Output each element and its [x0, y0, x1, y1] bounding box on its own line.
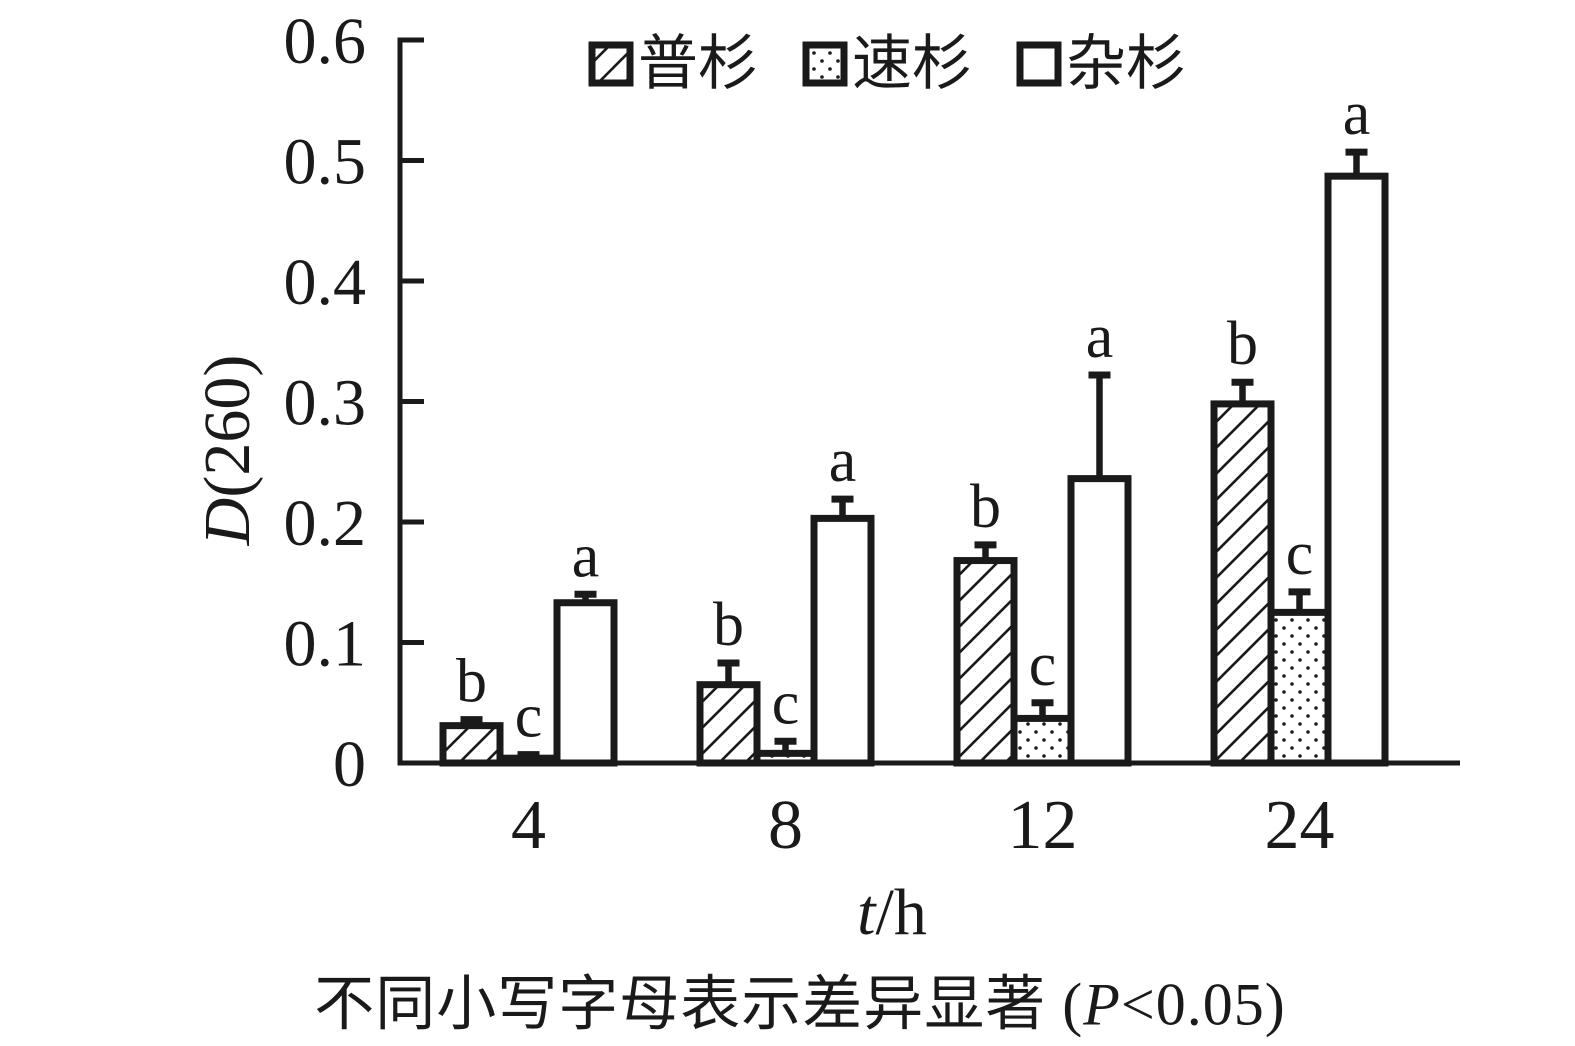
bar-普杉-24: [1210, 400, 1275, 767]
bar-速杉-12: [1010, 714, 1075, 767]
x-tick-label: 8: [768, 787, 803, 864]
y-axis-title: D(260): [190, 355, 266, 546]
bar-普杉-12: [953, 557, 1018, 767]
significance-letter: a: [1343, 80, 1371, 148]
significance-letter: a: [1086, 303, 1114, 371]
y-tick-label: 0.2: [284, 487, 367, 560]
significance-letter: c: [772, 669, 800, 737]
x-tick-label: 12: [1008, 787, 1078, 864]
legend-label: 普杉: [638, 31, 758, 97]
caption-rest: <0.05): [1120, 971, 1286, 1038]
y-tick-label: 0: [333, 728, 366, 801]
bar-杂杉-24: [1324, 172, 1389, 767]
y-tick-label: 0.6: [284, 5, 367, 78]
y-tick-label: 0.5: [284, 126, 367, 199]
bars-layer: [439, 148, 1389, 767]
x-axis-title-unit: /h: [875, 876, 927, 949]
significance-letter: b: [713, 591, 744, 659]
significance-letter: c: [515, 683, 543, 751]
y-axis-title-symbol: D: [191, 497, 264, 546]
legend-label: 速杉: [852, 31, 972, 97]
bar-杂杉-12: [1067, 475, 1132, 767]
x-axis-title: t/h: [857, 875, 927, 951]
bar-杂杉-8: [810, 514, 875, 767]
axis-layer: [397, 37, 1460, 766]
dots-swatch-icon: [802, 41, 848, 87]
legend: 普杉 速杉 杂杉: [588, 34, 1186, 94]
y-tick-label: 0.4: [284, 246, 367, 319]
bar-速杉-24: [1267, 608, 1332, 767]
hatch-swatch-icon: [588, 41, 634, 87]
y-tick-label: 0.1: [284, 608, 367, 681]
x-tick-label: 24: [1265, 787, 1335, 864]
significance-letter: b: [1227, 310, 1258, 378]
significance-letter: b: [970, 473, 1001, 541]
x-axis-title-symbol: t: [857, 876, 876, 949]
legend-label: 杂杉: [1066, 31, 1186, 97]
significance-letter: c: [1286, 520, 1314, 588]
legend-item-sushan: 速杉: [802, 34, 972, 94]
caption-zh: 不同小写字母表示差异显著: [314, 971, 1047, 1038]
bar-普杉-4: [439, 722, 504, 767]
significance-letter: a: [829, 427, 857, 495]
caption-open: (: [1046, 971, 1084, 1038]
significance-letter: b: [456, 648, 487, 716]
y-tick-label: 0.3: [284, 367, 367, 440]
figure-caption: 不同小写字母表示差异显著 (P<0.05): [314, 956, 1285, 1043]
bar-普杉-8: [696, 681, 761, 767]
plain-swatch-icon: [1016, 41, 1062, 87]
significance-letter: a: [572, 522, 600, 590]
y-axis-title-unit: (260): [191, 354, 264, 498]
legend-item-zashan: 杂杉: [1016, 34, 1186, 94]
bar-杂杉-4: [553, 599, 618, 767]
caption-p: P: [1083, 971, 1121, 1038]
x-tick-label: 4: [511, 787, 546, 864]
significance-letter: c: [1029, 631, 1057, 699]
legend-item-pushan: 普杉: [588, 34, 758, 94]
